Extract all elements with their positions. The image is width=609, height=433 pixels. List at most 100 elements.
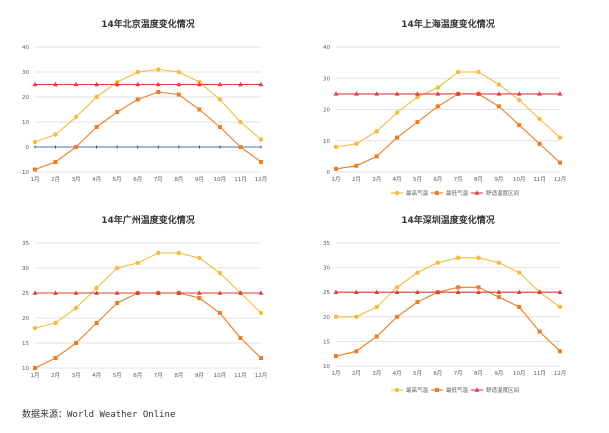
shanghai-comfort-point-4 <box>394 91 400 96</box>
beijing-y-tick-label-1: -10 <box>20 170 29 176</box>
guangzhou-x-tick-label-11: 11月 <box>234 372 247 379</box>
guangzhou-comfort-point-1 <box>32 290 38 295</box>
shenzhen-low-point-7 <box>456 285 461 290</box>
shenzhen-high-point-9 <box>496 260 502 265</box>
shanghai-high-point-12 <box>557 135 563 140</box>
beijing-low-point-5 <box>115 110 120 114</box>
beijing-x-tick-label-10: 10月 <box>214 176 227 183</box>
guangzhou-high-point-4 <box>94 285 99 291</box>
shenzhen-high-point-3 <box>374 304 379 310</box>
guangzhou-low-point-10 <box>217 311 222 315</box>
guangzhou-high-point-6 <box>135 260 140 266</box>
guangzhou-low-point-12 <box>259 356 263 360</box>
beijing-x-tick-label-7: 7月 <box>154 176 163 183</box>
shenzhen-comfort-point-10 <box>516 289 522 294</box>
shenzhen-low-point-8 <box>476 285 481 290</box>
shanghai-x-tick-label-5: 5月 <box>413 176 422 183</box>
beijing-x-tick-label-11: 11月 <box>234 176 247 183</box>
beijing-low-point-6 <box>135 97 140 102</box>
guangzhou-comfort-point-5 <box>114 290 120 295</box>
beijing-comfort-point-12 <box>258 81 264 87</box>
beijing-comfort-point-10 <box>217 81 223 87</box>
beijing-x-tick-label-3: 3月 <box>72 176 81 183</box>
shanghai-low-point-6 <box>435 104 440 109</box>
guangzhou-high-point-2 <box>53 320 58 326</box>
guangzhou-x-tick-label-7: 7月 <box>154 372 163 379</box>
shenzhen-high-point-7 <box>455 255 461 260</box>
shanghai-high-point-3 <box>374 129 379 134</box>
shanghai-low-point-10 <box>517 123 522 128</box>
shenzhen-y-tick-label-4: 25 <box>323 290 330 296</box>
shanghai-comfort-point-10 <box>516 91 522 96</box>
beijing-high-point-8 <box>176 69 182 75</box>
shenzhen-legend-label-low: 最低气温 <box>446 386 469 394</box>
guangzhou-x-tick-label-3: 3月 <box>72 372 81 379</box>
chart-beijing: 14年北京温度变化情况 -10 0 10 20 30 40 1月 2月 3月 4月 5月 6月 7月 8月 9… <box>20 18 267 183</box>
shenzhen-comfort-point-3 <box>374 289 380 294</box>
beijing-high-point-4 <box>94 94 99 100</box>
guangzhou-comfort-point-4 <box>94 290 100 295</box>
guangzhou-low-point-5 <box>115 301 120 305</box>
guangzhou-low-point-2 <box>53 356 58 360</box>
shenzhen-low-point-1 <box>334 354 338 359</box>
shanghai-high-point-8 <box>476 69 481 75</box>
shanghai-comfort-point-2 <box>353 91 359 96</box>
shenzhen-high-point-5 <box>415 270 420 275</box>
shenzhen-legend-label-comfort: 舒适温度区间 <box>486 386 519 394</box>
shanghai-x-tick-label-6: 6月 <box>433 176 442 183</box>
guangzhou-high-point-5 <box>114 265 120 271</box>
beijing-high-point-12 <box>258 137 264 142</box>
shenzhen-y-tick-label-2: 15 <box>323 339 330 345</box>
shanghai-comfort-point-6 <box>435 91 441 96</box>
shenzhen-low-point-2 <box>354 349 359 354</box>
beijing-low-point-1 <box>33 167 37 172</box>
shenzhen-x-tick-label-11: 11月 <box>533 370 546 377</box>
shenzhen-high-point-10 <box>517 270 522 275</box>
shenzhen-y-tick-label-1: 10 <box>323 364 330 370</box>
shenzhen-legend-label-high: 最高气温 <box>406 386 429 394</box>
guangzhou-y-tick-label-6: 35 <box>22 241 29 247</box>
guangzhou-x-tick-label-6: 6月 <box>133 372 142 379</box>
beijing-x-tick-label-4: 4月 <box>92 176 101 183</box>
guangzhou-comfort-point-2 <box>53 290 58 295</box>
guangzhou-low-point-3 <box>74 341 79 345</box>
shenzhen-low-point-4 <box>395 314 400 319</box>
shanghai-low-point-3 <box>374 154 379 159</box>
shenzhen-x-tick-label-12: 12月 <box>554 370 567 377</box>
guangzhou-comfort-point-7 <box>155 290 161 295</box>
shanghai-x-tick-label-4: 4月 <box>393 176 402 183</box>
guangzhou-x-tick-label-4: 4月 <box>92 372 101 379</box>
beijing-comfort-point-3 <box>73 81 79 87</box>
shenzhen-legend: 最高气温 最低气温 舒适温度区间 <box>391 386 519 394</box>
shenzhen-comfort-point-11 <box>537 289 543 294</box>
shenzhen-x-tick-label-10: 10月 <box>513 370 526 377</box>
guangzhou-y-tick-label-2: 15 <box>22 341 29 347</box>
shanghai-low-line <box>335 93 561 170</box>
beijing-low-point-2 <box>53 160 58 164</box>
beijing-x-tick-label-2: 2月 <box>51 176 60 183</box>
shanghai-high-point-10 <box>517 97 522 103</box>
guangzhou-x-tick-label-10: 10月 <box>214 372 227 379</box>
guangzhou-high-point-7 <box>156 250 161 256</box>
beijing-comfort-point-7 <box>155 81 161 87</box>
guangzhou-x-tick-label-1: 1月 <box>31 372 40 379</box>
shenzhen-low-line <box>335 286 561 357</box>
shenzhen-high-line <box>336 257 561 318</box>
shanghai-high-point-5 <box>415 94 420 100</box>
shanghai-comfort-point-5 <box>415 91 420 96</box>
guangzhou-comfort-point-8 <box>176 290 182 295</box>
shanghai-comfort-point-9 <box>496 91 502 96</box>
beijing-x-tick-label-12: 12月 <box>255 176 268 183</box>
shanghai-comfort-point-12 <box>557 91 563 96</box>
shanghai-legend-label-comfort: 舒适温度区间 <box>486 189 519 197</box>
guangzhou-comfort-point-10 <box>217 290 223 295</box>
beijing-x-tick-label-1: 1月 <box>31 176 40 183</box>
shanghai-y-tick-label-1: 0 <box>327 170 331 176</box>
shanghai-comfort-point-3 <box>374 91 380 96</box>
guangzhou-low-point-4 <box>94 321 99 325</box>
data-source-note: 数据来源：World Weather Online <box>22 410 176 420</box>
beijing-comfort-point-4 <box>94 81 100 87</box>
shenzhen-comfort-point-7 <box>455 289 461 294</box>
beijing-comfort-point-1 <box>32 81 38 87</box>
shenzhen-y-tick-label-6: 35 <box>323 241 330 247</box>
